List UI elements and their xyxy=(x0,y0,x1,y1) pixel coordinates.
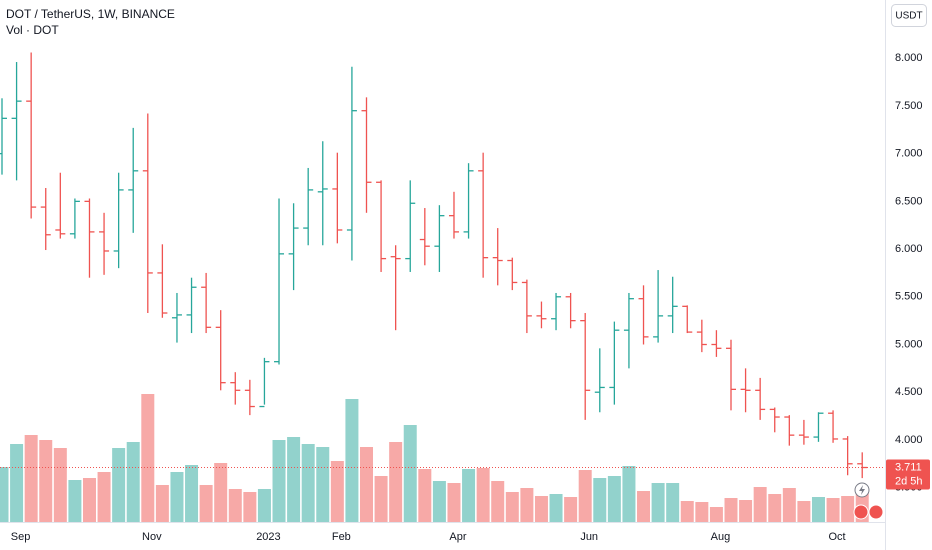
volume-bar xyxy=(432,481,446,522)
x-tick-label: Nov xyxy=(142,531,162,543)
y-tick-label: 8.000 xyxy=(895,52,923,64)
volume-bar xyxy=(345,399,359,522)
volume-bar xyxy=(170,472,184,522)
volume-bar xyxy=(272,440,286,522)
volume-bar xyxy=(360,447,373,522)
y-tick-label: 6.500 xyxy=(895,195,923,207)
volume-bar xyxy=(112,448,126,522)
volume-bar xyxy=(301,444,315,522)
event-icon[interactable] xyxy=(853,504,869,520)
volume-bar xyxy=(155,485,169,522)
volume-bar xyxy=(243,492,257,522)
volume-bar xyxy=(782,488,796,522)
volume-bar xyxy=(374,476,388,522)
volume-bar xyxy=(666,483,680,522)
volume-bar xyxy=(695,502,709,522)
volume-bar xyxy=(491,481,505,522)
y-tick-label: 4.500 xyxy=(895,386,923,398)
chart-title: DOT / TetherUS, 1W, BINANCE xyxy=(6,7,175,21)
volume-legend: Vol · DOT xyxy=(6,23,59,37)
volume-bar xyxy=(462,469,476,522)
x-tick-label: Feb xyxy=(332,531,351,543)
volume-bar xyxy=(593,478,607,522)
volume-bar xyxy=(418,469,432,522)
volume-bar xyxy=(53,448,67,522)
y-tick-label: 7.500 xyxy=(895,100,923,112)
volume-bar xyxy=(24,435,38,522)
volume-bar xyxy=(724,498,738,522)
event-icon[interactable] xyxy=(868,504,884,520)
volume-bar xyxy=(287,437,301,522)
x-tick-label: Aug xyxy=(711,531,731,543)
volume-bar xyxy=(680,501,694,522)
event-icon-glyph xyxy=(859,485,865,495)
volume-bar xyxy=(797,501,811,522)
volume-bar xyxy=(637,491,651,522)
y-tick-label: 7.000 xyxy=(895,148,923,160)
last-price-box xyxy=(886,459,930,490)
x-tick-label: Oct xyxy=(828,531,845,543)
volume-bar xyxy=(564,497,578,522)
volume-bar xyxy=(534,496,548,522)
x-tick-label: Jun xyxy=(580,531,598,543)
volume-bar xyxy=(141,394,155,522)
volume-bar xyxy=(811,497,825,522)
volume-bar xyxy=(199,485,213,522)
volume-bar xyxy=(768,494,782,522)
volume-bar xyxy=(185,465,199,522)
volume-bar xyxy=(228,489,242,522)
volume-bar xyxy=(82,478,96,522)
volume-bar xyxy=(520,488,534,522)
volume-bar xyxy=(10,444,24,522)
volume-bar xyxy=(330,461,344,522)
volume-bar xyxy=(97,472,111,522)
volume-bar xyxy=(316,447,330,522)
last-price-label: 3.711 xyxy=(895,461,922,473)
volume-bar xyxy=(753,487,767,522)
volume-bar xyxy=(447,483,461,522)
volume-bar xyxy=(549,494,563,522)
x-tick-label: 2023 xyxy=(256,531,280,543)
volume-bar xyxy=(651,483,665,522)
volume-bar xyxy=(0,467,9,522)
volume-bar xyxy=(841,496,855,522)
volume-bar xyxy=(826,498,840,522)
volume-bar xyxy=(257,489,271,522)
volume-bar xyxy=(578,470,592,522)
volume-bar xyxy=(739,500,753,522)
volume-bar xyxy=(607,476,621,522)
volume-bar xyxy=(709,507,723,522)
volume-bar xyxy=(505,492,519,522)
volume-bar xyxy=(389,442,403,522)
y-tick-label: 6.000 xyxy=(895,243,923,255)
y-tick-label: 5.000 xyxy=(895,338,923,350)
volume-bar xyxy=(126,442,140,522)
event-icons xyxy=(853,482,884,520)
volume-bar xyxy=(476,468,490,522)
currency-button[interactable] xyxy=(891,4,927,27)
volume-bar xyxy=(214,463,228,522)
volume-bar xyxy=(68,480,82,522)
currency-label[interactable]: USDT xyxy=(895,11,922,22)
y-tick-label: 4.000 xyxy=(895,434,923,446)
countdown-label: 2d 5h xyxy=(895,475,923,487)
volume-bar xyxy=(39,440,53,522)
volume-bar xyxy=(622,466,636,522)
volume-bar xyxy=(403,425,417,522)
plot-area xyxy=(0,52,869,522)
x-tick-label: Apr xyxy=(449,531,466,543)
x-tick-label: Sep xyxy=(11,531,31,543)
y-tick-label: 5.500 xyxy=(895,291,923,303)
